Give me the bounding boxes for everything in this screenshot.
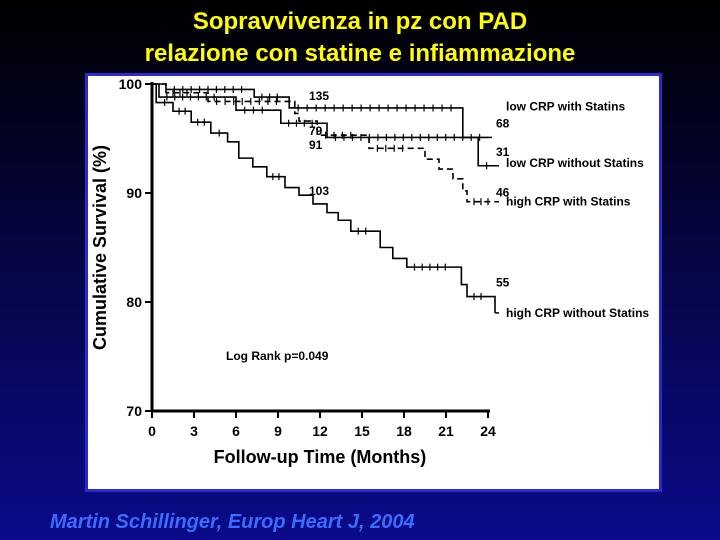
- series-line-2: [152, 83, 495, 203]
- log-rank-annotation: Log Rank p=0.049: [226, 349, 329, 363]
- x-tick-label: 15: [354, 423, 370, 439]
- series-label: high CRP with Statins: [506, 195, 631, 209]
- at-risk-label: 46: [496, 186, 510, 200]
- survival-chart: 0 3 6 9 12 15 18 21 24 70 80 90 100 Follow-up Time (M…: [90, 76, 649, 467]
- x-tick-label: 0: [148, 423, 156, 439]
- series-line-3: [152, 83, 496, 313]
- at-risk-label: 68: [496, 116, 510, 130]
- at-risk-label: 31: [496, 145, 510, 159]
- chart-panel: 0 3 6 9 12 15 18 21 24 70 80 90 100 Follow-up Time (M…: [85, 73, 662, 492]
- x-tick-label: 6: [232, 423, 240, 439]
- at-risk-label: 55: [496, 276, 510, 290]
- x-tick-label: 3: [190, 423, 198, 439]
- at-risk-label: 79: [309, 124, 323, 138]
- x-tick-label: 12: [312, 423, 328, 439]
- series-label: low CRP without Statins: [506, 156, 644, 170]
- x-axis-title: Follow-up Time (Months): [214, 447, 427, 467]
- chart-axes: 0 3 6 9 12 15 18 21 24 70 80 90 100 Follow-up Time (M…: [90, 76, 496, 467]
- series-label: low CRP with Statins: [506, 99, 625, 113]
- slide-title-line1: Sopravvivenza in pz con PAD: [192, 8, 528, 35]
- at-risk-label: 103: [309, 184, 329, 198]
- at-risk-label: 135: [309, 89, 329, 103]
- citation: Martin Schillinger, Europ Heart J, 2004: [50, 511, 415, 533]
- chart-labels: Log Rank p=0.049 135 68 low CRP with Statin…: [226, 89, 649, 363]
- series-label: high CRP without Statins: [506, 306, 649, 320]
- y-tick-label: 100: [119, 76, 143, 92]
- y-tick-label: 90: [126, 185, 142, 201]
- x-tick-label: 21: [438, 423, 454, 439]
- slide-title-line2: relazione con statine e infiammazione: [144, 40, 576, 67]
- x-tick-label: 18: [396, 423, 412, 439]
- y-tick-label: 70: [126, 403, 142, 419]
- slide-title: Sopravvivenza in pz con PAD relazione co…: [0, 6, 720, 70]
- series-line-0: [152, 83, 488, 139]
- at-risk-label: 91: [309, 138, 323, 152]
- y-tick-label: 80: [126, 294, 142, 310]
- y-axis-title: Cumulative Survival (%): [90, 145, 110, 350]
- chart-series: [152, 83, 496, 313]
- x-tick-label: 9: [274, 423, 282, 439]
- x-tick-label: 24: [480, 423, 496, 439]
